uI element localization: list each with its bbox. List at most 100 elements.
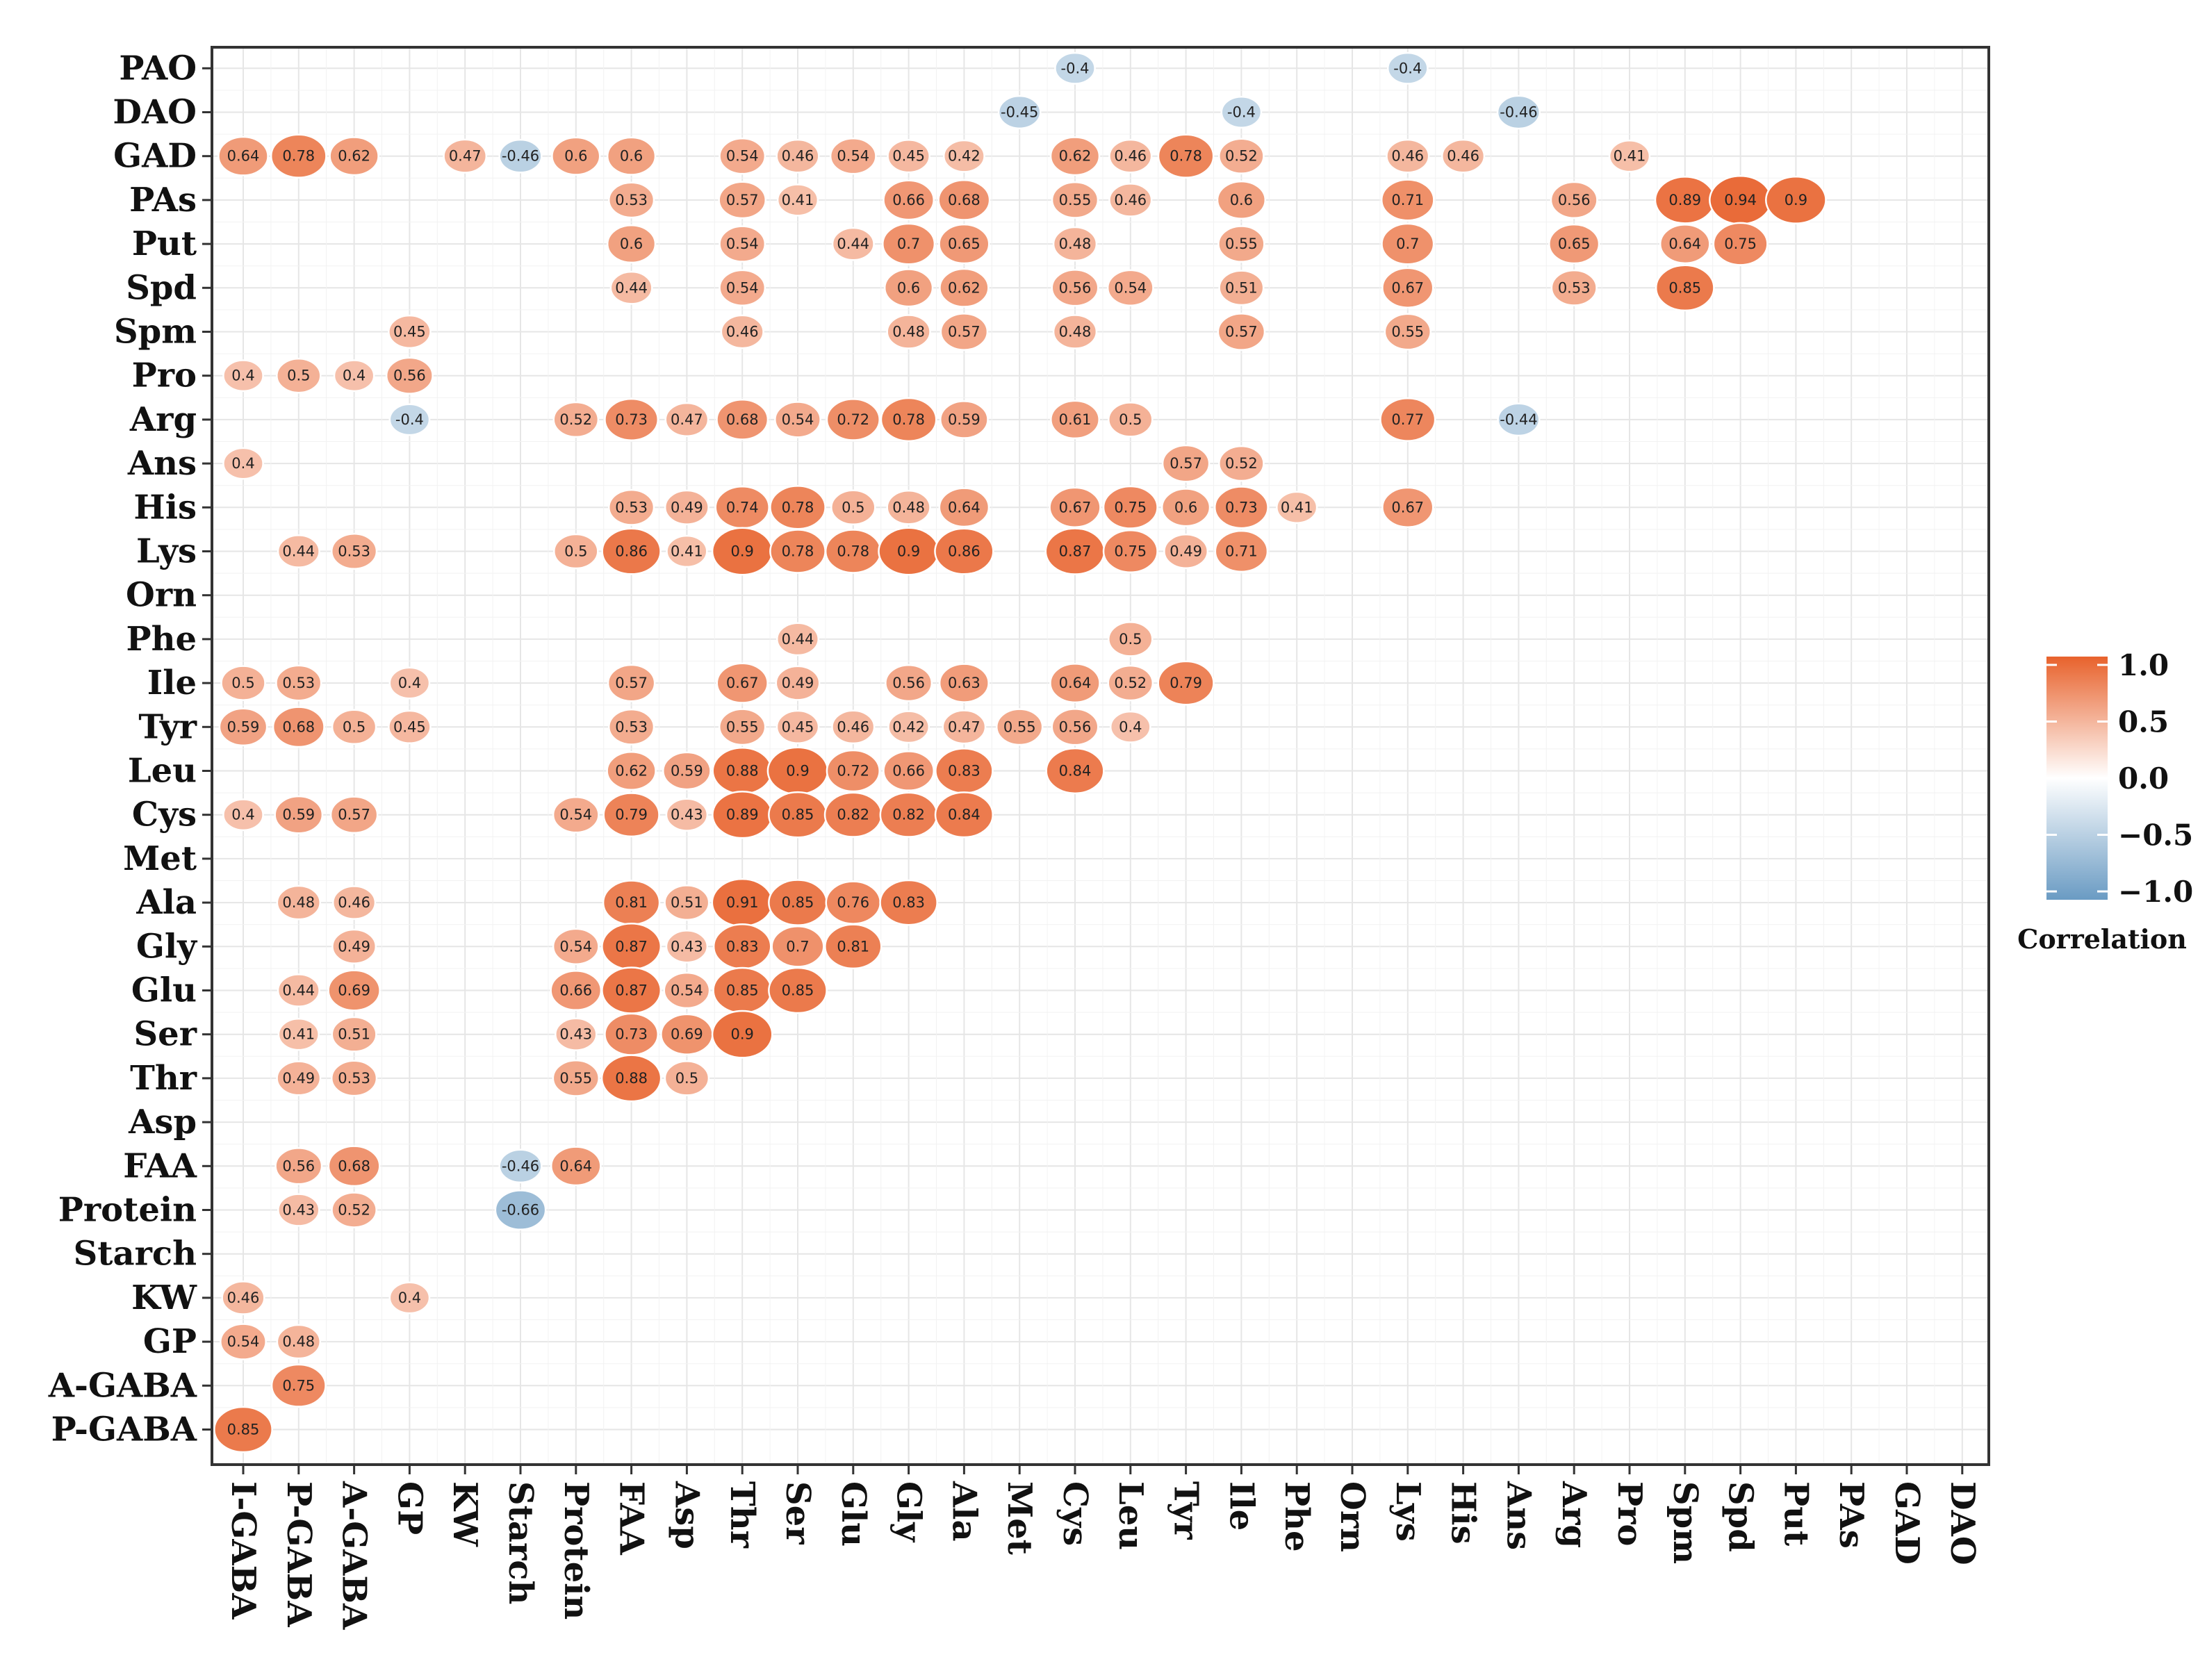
cell-circle	[996, 708, 1044, 746]
cell-circle	[1497, 402, 1541, 437]
cell-circle	[1106, 269, 1154, 306]
row-label-put: Put	[132, 224, 197, 263]
row-label-gad: GAD	[113, 137, 197, 176]
cell-circle	[1381, 267, 1434, 308]
cell-value: 0.4	[398, 1290, 421, 1306]
cell-value: 0.57	[948, 324, 981, 340]
cell-ser-protein: 0.43	[555, 1017, 598, 1051]
cell-pro-a-gaba: 0.4	[333, 359, 375, 393]
cell-lys-ser: 0.78	[769, 529, 826, 574]
cell-value: 0.41	[782, 192, 814, 208]
cell-circle	[887, 139, 930, 174]
cell-value: 0.59	[948, 411, 981, 428]
cell-value: 0.46	[837, 718, 869, 735]
cell-ala-asp: 0.51	[664, 884, 710, 921]
cell-ala-glu: 0.76	[825, 880, 882, 925]
cell-value: 0.91	[726, 894, 759, 911]
cell-circle	[716, 399, 769, 440]
cell-circle	[1550, 269, 1598, 306]
cell-value: 0.83	[948, 763, 981, 780]
cell-circle	[1049, 486, 1101, 528]
row-label-p-gaba: P-GABA	[51, 1410, 197, 1449]
cell-value: 0.65	[1558, 236, 1591, 252]
cell-gp-p-gaba: 0.48	[276, 1324, 321, 1360]
cell-circle	[997, 94, 1042, 130]
panel-border	[211, 46, 1990, 1466]
cell-value: 0.61	[1059, 411, 1092, 428]
cell-circle	[552, 928, 600, 965]
cell-value: 0.55	[559, 1070, 592, 1087]
row-label-thr: Thr	[130, 1059, 197, 1098]
cell-circle	[665, 798, 709, 832]
cell-lys-protein: 0.5	[553, 533, 599, 570]
cell-value: 0.88	[615, 1070, 648, 1087]
cell-arg-leu: 0.5	[1108, 402, 1154, 438]
cell-circle	[666, 534, 708, 568]
cell-ans-tyr: 0.57	[1161, 444, 1211, 483]
cell-circle	[665, 930, 709, 964]
cell-value: 0.54	[227, 1333, 260, 1350]
cell-circle	[716, 662, 769, 704]
cell-value: 0.46	[726, 324, 759, 340]
cell-value: 0.57	[1170, 455, 1202, 472]
cell-circle	[270, 133, 327, 179]
col-label-cys: Cys	[1056, 1481, 1094, 1546]
cell-circle	[719, 269, 766, 306]
cell-cys-faa: 0.79	[602, 792, 660, 838]
cell-value: 0.73	[615, 1026, 648, 1043]
cell-value: 0.54	[726, 279, 759, 296]
cell-gad-lys: 0.46	[1386, 138, 1430, 174]
cell-circle	[719, 138, 766, 175]
cell-value: 0.59	[671, 763, 703, 780]
cell-circle	[1386, 138, 1430, 174]
cell-value: 0.9	[786, 763, 809, 780]
cell-value: 0.53	[615, 499, 648, 516]
cell-circle	[939, 267, 990, 308]
cell-tyr-glu: 0.46	[831, 709, 876, 745]
cell-cys-ser: 0.85	[768, 791, 828, 839]
cell-value: 0.83	[726, 938, 759, 955]
cell-circle	[1381, 486, 1434, 528]
cell-circle	[771, 925, 825, 968]
cell-value: 0.56	[1059, 279, 1092, 296]
cell-faa-p-gaba: 0.56	[274, 1147, 323, 1185]
cell-circle	[720, 314, 764, 349]
cell-cys-i-gaba: 0.4	[222, 798, 264, 832]
col-label-lys: Lys	[1388, 1481, 1427, 1542]
cell-circle	[776, 709, 820, 744]
cell-value: 0.46	[1114, 192, 1147, 208]
cell-circle	[1108, 402, 1154, 438]
cell-value: 0.46	[1447, 148, 1479, 165]
cell-value: 0.9	[897, 543, 920, 560]
cell-value: 0.75	[1114, 543, 1147, 560]
cell-glu-protein: 0.66	[550, 970, 602, 1011]
cell-circle	[1107, 664, 1154, 702]
cell-value: 0.54	[1114, 279, 1147, 296]
col-label-ala: Ala	[944, 1481, 983, 1542]
cell-ans-i-gaba: 0.4	[222, 447, 264, 480]
cell-lys-ala: 0.86	[934, 527, 994, 575]
cell-protein-p-gaba: 0.43	[277, 1193, 320, 1227]
cell-circle	[494, 1189, 547, 1230]
cell-circle	[1052, 226, 1098, 262]
cell-value: 0.57	[726, 192, 759, 208]
cell-gad-gly: 0.45	[887, 139, 930, 174]
cell-value: 0.43	[671, 807, 703, 823]
cell-ala-gly: 0.83	[879, 879, 938, 926]
cell-value: 0.54	[559, 807, 592, 823]
cell-pas-lys: 0.71	[1380, 179, 1435, 222]
cell-gad-p-gaba: 0.78	[270, 133, 327, 179]
cell-p-gaba-i-gaba: 0.85	[213, 1406, 273, 1453]
cell-value: 0.71	[1391, 192, 1424, 208]
cell-value: 0.43	[559, 1026, 592, 1043]
cell-value: 0.56	[1059, 718, 1092, 735]
cell-circle	[604, 397, 659, 441]
cell-circle	[886, 490, 931, 525]
cell-circle	[220, 1323, 267, 1360]
cell-circle	[942, 709, 987, 745]
cell-glu-p-gaba: 0.44	[277, 973, 320, 1007]
cell-circle	[664, 402, 709, 437]
cell-value: 0.85	[782, 894, 814, 911]
cell-circle	[331, 709, 377, 746]
